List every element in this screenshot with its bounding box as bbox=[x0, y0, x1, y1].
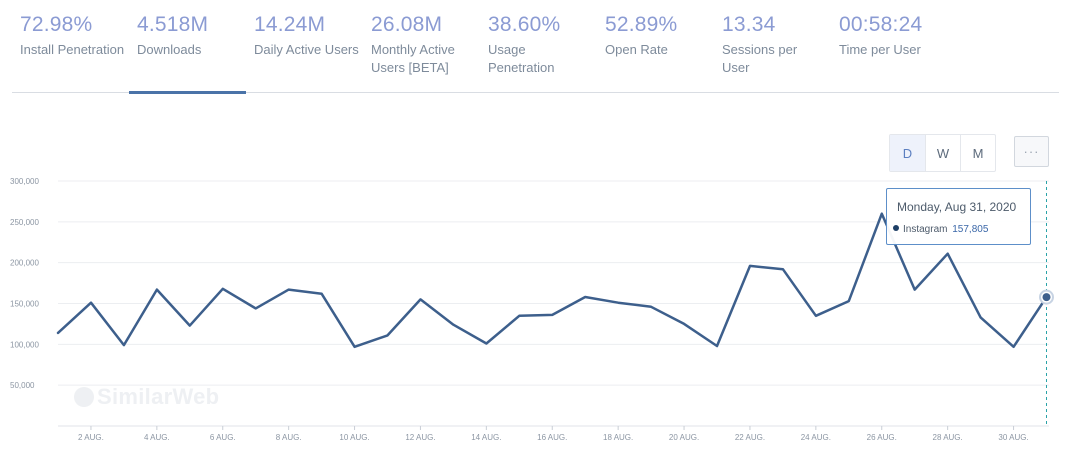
metric-value: 72.98% bbox=[20, 13, 93, 36]
similarweb-watermark: SimilarWeb bbox=[74, 384, 219, 410]
tooltip-value: 157,805 bbox=[952, 224, 989, 235]
metrics-strip: 72.98% Install Penetration 4.518M Downlo… bbox=[12, 0, 1059, 94]
x-tick-label: 20 AUG. bbox=[669, 433, 699, 442]
tooltip-series-name: Instagram bbox=[903, 224, 948, 235]
x-tick-label: 2 AUG. bbox=[78, 433, 104, 442]
x-tick-label: 6 AUG. bbox=[210, 433, 236, 442]
metric-value: 14.24M bbox=[254, 13, 326, 36]
metric-label: Downloads bbox=[137, 42, 202, 57]
y-tick-label: 150,000 bbox=[10, 300, 39, 309]
granularity-weekly-button[interactable]: W bbox=[925, 135, 960, 171]
x-tick-label: 28 AUG. bbox=[933, 433, 963, 442]
metric-value: 00:58:24 bbox=[839, 13, 923, 36]
y-tick-label: 100,000 bbox=[10, 340, 39, 349]
x-tick-label: 26 AUG. bbox=[867, 433, 897, 442]
x-tick-label: 10 AUG. bbox=[339, 433, 369, 442]
x-tick-label: 16 AUG. bbox=[537, 433, 567, 442]
x-tick-label: 12 AUG. bbox=[405, 433, 435, 442]
similarweb-logo-icon bbox=[74, 387, 94, 407]
metric-usage-penetration[interactable]: 38.60% Usage Penetration bbox=[480, 0, 597, 92]
more-options-button[interactable]: ··· bbox=[1014, 136, 1049, 167]
x-tick-label: 22 AUG. bbox=[735, 433, 765, 442]
watermark-text: SimilarWeb bbox=[97, 384, 220, 409]
metric-value: 13.34 bbox=[722, 13, 776, 36]
active-tab-indicator bbox=[129, 91, 246, 94]
granularity-daily-button[interactable]: D bbox=[890, 135, 925, 171]
metric-label: Sessions per User bbox=[722, 42, 798, 75]
metric-install-penetration[interactable]: 72.98% Install Penetration bbox=[12, 0, 129, 92]
metric-daily-active-users[interactable]: 14.24M Daily Active Users bbox=[246, 0, 363, 92]
tooltip-date: Monday, Aug 31, 2020 bbox=[897, 200, 1017, 214]
highlight-point bbox=[1042, 293, 1051, 302]
metric-time-per-user[interactable]: 00:58:24 Time per User bbox=[831, 0, 948, 92]
series-line-instagram bbox=[56, 212, 1048, 349]
x-tick-label: 24 AUG. bbox=[801, 433, 831, 442]
metric-label: Monthly Active Users [BETA] bbox=[371, 42, 455, 75]
metric-open-rate[interactable]: 52.89% Open Rate bbox=[597, 0, 714, 92]
metric-value: 52.89% bbox=[605, 13, 678, 36]
metric-label: Usage Penetration bbox=[488, 42, 555, 75]
granularity-monthly-button[interactable]: M bbox=[960, 135, 995, 171]
x-tick-label: 30 AUG. bbox=[998, 433, 1028, 442]
metric-value: 26.08M bbox=[371, 13, 443, 36]
y-tick-label: 250,000 bbox=[10, 218, 39, 227]
metric-downloads[interactable]: 4.518M Downloads bbox=[129, 0, 246, 94]
metric-value: 38.60% bbox=[488, 13, 561, 36]
y-tick-label: 50,000 bbox=[10, 381, 35, 390]
metric-label: Time per User bbox=[839, 42, 921, 57]
x-tick-label: 14 AUG. bbox=[471, 433, 501, 442]
metric-value: 4.518M bbox=[137, 13, 209, 36]
x-tick-label: 8 AUG. bbox=[276, 433, 302, 442]
metric-label: Install Penetration bbox=[20, 42, 125, 57]
x-tick-label: 18 AUG. bbox=[603, 433, 633, 442]
y-tick-label: 300,000 bbox=[10, 177, 39, 186]
metric-label: Open Rate bbox=[605, 42, 668, 57]
x-tick-label: 4 AUG. bbox=[144, 433, 170, 442]
metric-label: Daily Active Users bbox=[254, 42, 359, 57]
series-dot-icon bbox=[893, 225, 899, 231]
metric-sessions-per-user[interactable]: 13.34 Sessions per User bbox=[714, 0, 831, 92]
chart-tooltip: Monday, Aug 31, 2020 Instagram 157,805 bbox=[886, 188, 1031, 245]
metric-monthly-active-users[interactable]: 26.08M Monthly Active Users [BETA] bbox=[363, 0, 480, 92]
granularity-toggle: D W M bbox=[889, 134, 996, 172]
tooltip-series-row: Instagram 157,805 bbox=[893, 224, 988, 235]
y-tick-label: 200,000 bbox=[10, 259, 39, 268]
